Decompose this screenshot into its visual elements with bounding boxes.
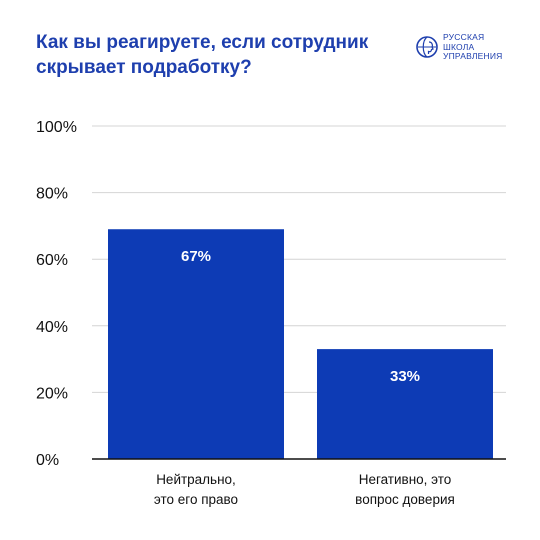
logo-line-3: УПРАВЛЕНИЯ bbox=[443, 51, 503, 61]
logo-line-2: ШКОЛА bbox=[443, 41, 475, 52]
logo-line-1: РУССКАЯ bbox=[443, 32, 485, 42]
title-line-2: скрывает подработку? bbox=[36, 57, 252, 78]
y-tick-label: 20% bbox=[36, 385, 68, 402]
y-tick-label: 0% bbox=[36, 452, 59, 469]
x-category-label: это его право bbox=[154, 492, 238, 507]
bar bbox=[108, 229, 284, 459]
title-line-1: Как вы реагируете, если сотрудник bbox=[36, 32, 369, 53]
data-label: 67% bbox=[181, 248, 211, 265]
globe-head-icon bbox=[416, 36, 438, 59]
y-tick-label: 100% bbox=[36, 119, 77, 136]
x-category-label: Нейтрально, bbox=[156, 472, 236, 487]
x-category-label: вопрос доверия bbox=[355, 492, 455, 507]
data-label: 33% bbox=[390, 368, 420, 385]
brand-logo: РУССКАЯ ШКОЛА УПРАВЛЕНИЯ bbox=[416, 32, 503, 62]
y-tick-label: 60% bbox=[36, 252, 68, 269]
y-tick-label: 40% bbox=[36, 319, 68, 336]
bar bbox=[317, 349, 493, 459]
logo-text: РУССКАЯ ШКОЛА УПРАВЛЕНИЯ bbox=[443, 32, 503, 62]
x-category-label: Негативно, это bbox=[359, 472, 452, 487]
y-tick-label: 80% bbox=[36, 186, 68, 203]
chart-title: Как вы реагируете, если сотрудник скрыва… bbox=[36, 30, 396, 80]
